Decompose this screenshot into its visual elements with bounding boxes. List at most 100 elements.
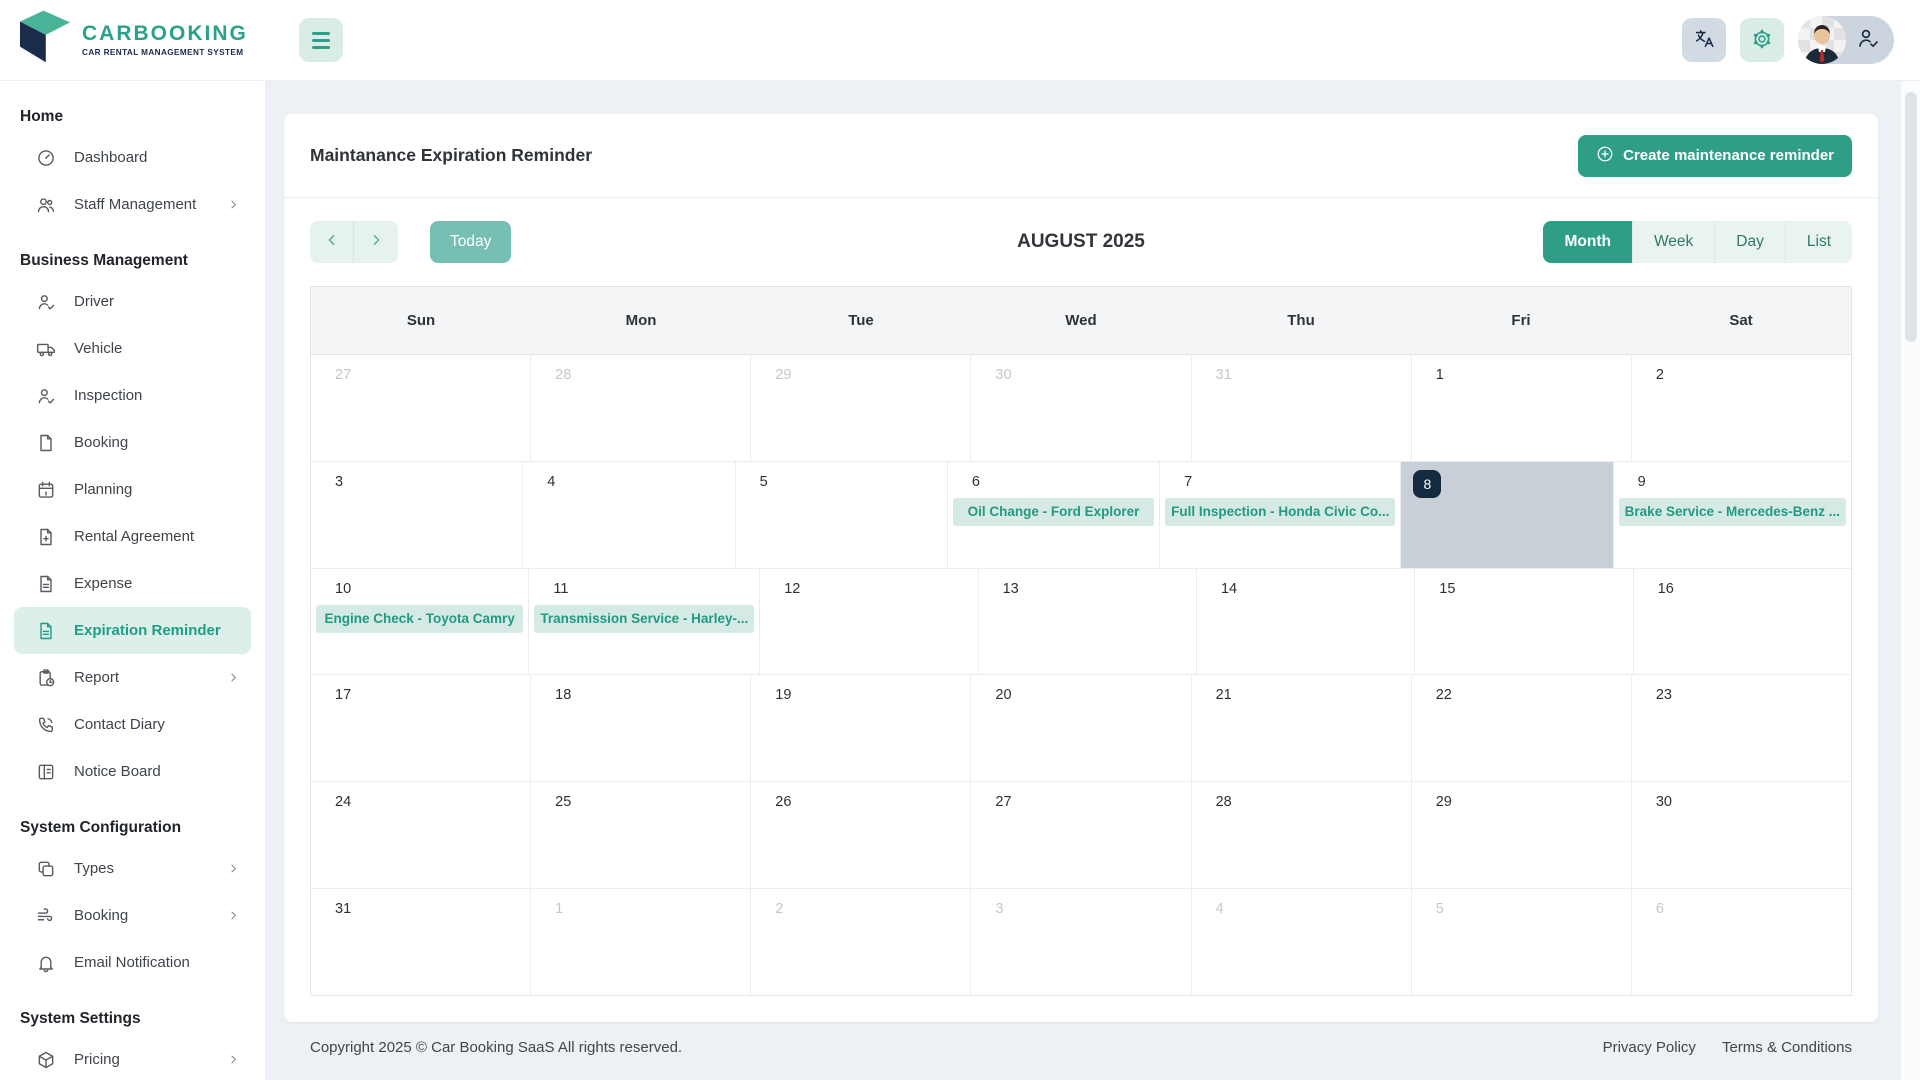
calendar-cell[interactable]: 10 Engine Check - Toyota Camry <box>311 568 530 675</box>
gear-icon <box>1751 28 1773 53</box>
main-content: Maintanance Expiration Reminder Create m… <box>265 80 1920 1080</box>
calendar-cell[interactable]: 4 <box>1191 889 1412 995</box>
calendar-event[interactable]: Full Inspection - Honda Civic Co... <box>1165 497 1396 526</box>
day-number: 28 <box>555 367 572 383</box>
sidebar-item-expense[interactable]: Expense <box>14 560 251 607</box>
sidebar-item-rental-agreement[interactable]: Rental Agreement <box>14 513 251 560</box>
calendar-cell[interactable]: 25 <box>531 782 752 889</box>
calendar-cell[interactable]: 31 <box>1191 355 1412 461</box>
calendar-cell[interactable]: 9 Brake Service - Mercedes-Benz ... <box>1613 461 1852 568</box>
sidebar-item-planning[interactable]: Planning <box>14 466 251 513</box>
calendar-cell[interactable]: 23 <box>1631 675 1851 782</box>
day-number: 30 <box>995 367 1012 383</box>
sidebar-item-email-notification[interactable]: Email Notification <box>14 939 251 986</box>
calendar-cell[interactable]: 15 <box>1415 568 1634 675</box>
footer-link-terms-conditions[interactable]: Terms & Conditions <box>1721 1038 1852 1056</box>
language-button[interactable] <box>1682 18 1726 62</box>
calendar-cell[interactable]: 14 <box>1196 568 1416 675</box>
calendar-event[interactable]: Transmission Service - Harley-... <box>534 604 755 633</box>
sidebar-item-notice-board[interactable]: Notice Board <box>14 748 251 795</box>
sidebar-item-booking[interactable]: Booking <box>14 892 251 939</box>
day-number: 11 <box>553 580 569 597</box>
day-number: 19 <box>775 687 792 704</box>
calendar-event[interactable]: Engine Check - Toyota Camry <box>316 604 524 633</box>
sidebar-item-label: Booking <box>74 907 129 924</box>
calendar-cell[interactable]: 2 <box>1631 355 1851 461</box>
calendar-cell[interactable]: 16 <box>1633 568 1852 675</box>
sidebar-item-contact-diary[interactable]: Contact Diary <box>14 701 251 748</box>
create-maintenance-reminder-button[interactable]: Create maintenance reminder <box>1578 134 1852 177</box>
calendar-cell[interactable]: 27 <box>971 782 1192 889</box>
calendar-cell[interactable]: 18 <box>531 675 752 782</box>
day-number: 26 <box>775 794 792 811</box>
sidebar-toggle-button[interactable] <box>299 18 343 62</box>
calendar-cell[interactable]: 28 <box>531 355 752 461</box>
day-header-sun: Sun <box>406 312 436 329</box>
calendar-cell[interactable]: 5 <box>735 461 948 568</box>
truck-icon <box>36 339 56 359</box>
sidebar-item-driver[interactable]: Driver <box>14 278 251 325</box>
calendar-cell[interactable]: 24 <box>311 782 532 889</box>
calendar-cell[interactable]: 11 Transmission Service - Harley-... <box>529 568 761 675</box>
calendar-cell[interactable]: 27 <box>311 355 532 461</box>
calendar-cell[interactable]: 19 <box>751 675 972 782</box>
prev-month-button[interactable] <box>310 221 354 263</box>
calendar-cell[interactable]: 12 <box>760 568 979 675</box>
day-number: 6 <box>971 473 980 490</box>
calendar-cell[interactable]: 7 Full Inspection - Honda Civic Co... <box>1160 461 1402 568</box>
chevron-right-icon <box>226 908 241 923</box>
sidebar-item-expiration-reminder[interactable]: Expiration Reminder <box>14 607 251 654</box>
sidebar-item-pricing[interactable]: Pricing <box>14 1036 251 1080</box>
sidebar-item-types[interactable]: Types <box>14 845 251 892</box>
today-button[interactable]: Today <box>430 221 512 263</box>
sidebar-item-staff-management[interactable]: Staff Management <box>14 181 251 228</box>
view-list-button[interactable]: List <box>1784 221 1852 263</box>
day-number: 14 <box>1220 580 1238 597</box>
next-month-button[interactable] <box>354 221 398 263</box>
calendar-cell[interactable]: 29 <box>751 355 972 461</box>
footer-link-privacy-policy[interactable]: Privacy Policy <box>1602 1038 1696 1056</box>
brand-logo: CARBOOKING CAR RENTAL MANAGEMENT SYSTEM <box>20 10 265 71</box>
calendar-cell[interactable]: 3 <box>971 889 1192 995</box>
view-month-button[interactable]: Month <box>1543 221 1632 263</box>
sidebar-item-inspection[interactable]: Inspection <box>14 372 251 419</box>
sidebar-item-booking[interactable]: Booking <box>14 419 251 466</box>
calendar-cell[interactable]: 6 Oil Change - Ford Explorer <box>947 461 1161 568</box>
calendar-cell[interactable]: 29 <box>1411 782 1632 889</box>
calendar-cell[interactable]: 1 <box>531 889 752 995</box>
calendar-event[interactable]: Brake Service - Mercedes-Benz ... <box>1618 497 1847 526</box>
view-day-button[interactable]: Day <box>1714 221 1785 263</box>
view-week-button[interactable]: Week <box>1631 221 1715 263</box>
calendar-cell[interactable]: 21 <box>1191 675 1412 782</box>
calendar-event[interactable]: Oil Change - Ford Explorer <box>952 497 1155 526</box>
calendar-cell[interactable]: 31 <box>311 889 532 995</box>
day-number: 27 <box>335 367 352 383</box>
calendar-cell[interactable]: 4 <box>523 461 736 568</box>
calendar-cell[interactable]: 2 <box>751 889 972 995</box>
calendar-cell[interactable]: 13 <box>978 568 1197 675</box>
calendar-toolbar: Today AUGUST 2025 Month Week Day List <box>284 198 1878 286</box>
calendar-cell[interactable]: 30 <box>1631 782 1851 889</box>
scrollbar-thumb[interactable] <box>1904 92 1917 342</box>
calendar-cell[interactable]: 20 <box>971 675 1192 782</box>
sidebar-item-label: Inspection <box>74 387 143 404</box>
calendar-cell[interactable]: 3 <box>311 461 524 568</box>
calendar-cell[interactable]: 8 <box>1401 461 1614 568</box>
sidebar-item-vehicle[interactable]: Vehicle <box>14 325 251 372</box>
copyright-text: Copyright 2025 © Car Booking SaaS All ri… <box>310 1038 683 1056</box>
calendar-cell[interactable]: 22 <box>1411 675 1632 782</box>
calendar-cell[interactable]: 1 <box>1411 355 1632 461</box>
sidebar-item-dashboard[interactable]: Dashboard <box>14 134 251 181</box>
calendar-cell[interactable]: 26 <box>751 782 972 889</box>
settings-button[interactable] <box>1740 18 1784 62</box>
file-icon <box>36 433 56 453</box>
calendar-cell[interactable]: 5 <box>1411 889 1632 995</box>
sidebar-item-report[interactable]: Report <box>14 654 251 701</box>
calendar-cell[interactable]: 17 <box>311 675 532 782</box>
calendar-cell[interactable]: 6 <box>1631 889 1851 995</box>
calendar-cell[interactable]: 30 <box>971 355 1192 461</box>
page-scrollbar[interactable] <box>1900 0 1920 1080</box>
calendar-cell[interactable]: 28 <box>1191 782 1412 889</box>
profile-menu[interactable] <box>1798 16 1894 64</box>
sidebar-item-label: Driver <box>74 293 114 310</box>
